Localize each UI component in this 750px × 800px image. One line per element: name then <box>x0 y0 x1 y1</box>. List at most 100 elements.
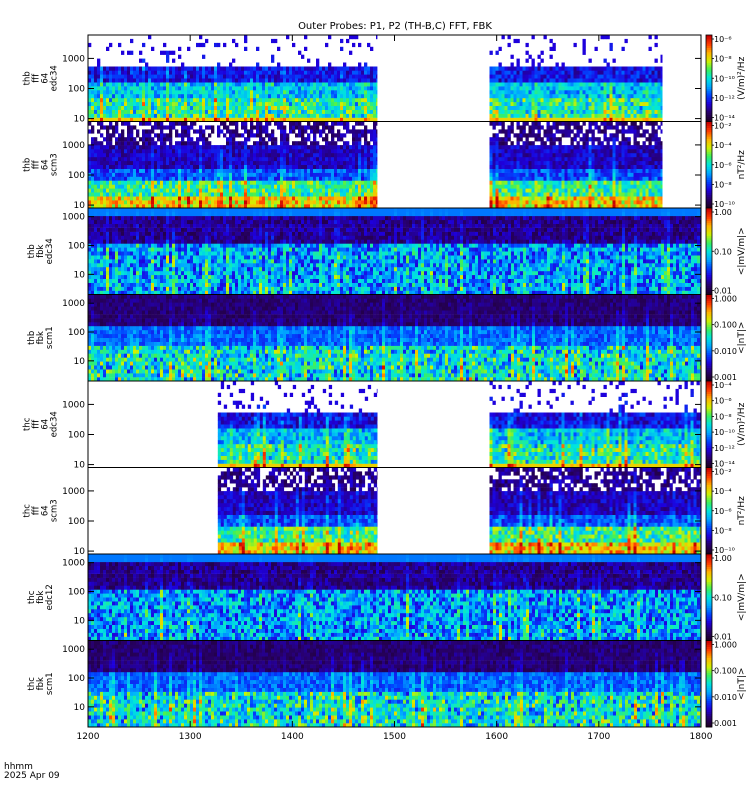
spectrogram-cell <box>492 192 496 197</box>
spectrogram-cell <box>579 78 583 83</box>
spectrogram-cell <box>373 153 377 158</box>
spectrogram-cell <box>373 137 377 142</box>
spectrogram-cell <box>319 133 323 138</box>
spectrogram-cell <box>340 113 344 118</box>
spectrogram-cell <box>217 180 221 185</box>
spectrogram-cell <box>636 78 640 83</box>
spectrogram-cell <box>97 164 101 169</box>
spectrogram-cell <box>585 200 589 205</box>
spectrogram-cell <box>265 172 269 177</box>
spectrogram-cell <box>136 180 140 185</box>
spectrogram-cell <box>91 180 95 185</box>
spectrogram-cell <box>346 153 350 158</box>
spectrogram-cell <box>549 125 553 130</box>
spectrogram-cell <box>355 184 359 189</box>
spectrogram-cell <box>130 141 134 146</box>
spectrogram-cell <box>211 176 215 181</box>
spectrogram-cell <box>355 153 359 158</box>
spectrogram-cell <box>561 176 565 181</box>
spectrogram-cell <box>130 188 134 193</box>
spectrogram-cell <box>528 176 532 181</box>
spectrogram-cell <box>579 117 583 122</box>
spectrogram-cell <box>310 164 314 169</box>
spectrogram-cell <box>163 50 167 55</box>
spectrogram-cell <box>352 133 356 138</box>
spectrogram-cell <box>166 133 170 138</box>
spectrogram-cell <box>564 168 568 173</box>
spectrogram-cell <box>217 109 221 114</box>
spectrogram-cell <box>492 78 496 83</box>
spectrogram-cell <box>558 90 562 95</box>
spectrogram-cell <box>139 86 143 91</box>
spectrogram-cell <box>259 200 263 205</box>
spectrogram-cell <box>307 172 311 177</box>
spectrogram-cell <box>558 66 562 71</box>
spectrogram-cell <box>540 156 544 162</box>
spectrogram-cell <box>91 176 95 181</box>
spectrogram-cell <box>163 42 167 48</box>
spectrogram-cell <box>268 188 272 193</box>
spectrogram-cell <box>94 70 98 75</box>
spectrogram-cell <box>618 82 622 87</box>
spectrogram-cell <box>202 94 206 99</box>
spectrogram-cell <box>208 66 212 71</box>
spectrogram-cell <box>238 145 242 150</box>
spectrogram-cell <box>337 97 341 103</box>
spectrogram-cell <box>220 74 224 79</box>
spectrogram-cell <box>247 97 251 103</box>
spectrogram-cell <box>367 196 371 201</box>
spectrogram-cell <box>133 101 137 106</box>
spectrogram-cell <box>295 153 299 158</box>
spectrogram-cell <box>525 117 529 122</box>
spectrogram-cell <box>289 78 293 83</box>
spectrogram-cell <box>498 46 502 51</box>
spectrogram-cell <box>325 192 329 197</box>
spectrogram-cell <box>519 200 523 205</box>
spectrogram-cell <box>265 117 269 122</box>
spectrogram-cell <box>238 176 242 181</box>
spectrogram-cell <box>495 184 499 189</box>
spectrogram-cell <box>642 113 646 118</box>
spectrogram-cell <box>97 153 101 158</box>
spectrogram-cell <box>295 74 299 79</box>
spectrogram-cell <box>334 180 338 185</box>
spectrogram-cell <box>175 172 179 177</box>
spectrogram-cell <box>91 164 95 169</box>
spectrogram-cell <box>277 156 281 162</box>
spectrogram-cell <box>256 192 260 197</box>
spectrogram-cell <box>241 82 245 87</box>
spectrogram-cell <box>498 82 502 87</box>
spectrogram-cell <box>633 113 637 118</box>
spectrogram-cell <box>124 200 128 205</box>
spectrogram-cell <box>591 101 595 106</box>
spectrogram-cell <box>606 86 610 91</box>
spectrogram-cell <box>618 74 622 79</box>
spectrogram-cell <box>193 196 197 201</box>
spectrogram-cell <box>579 137 583 142</box>
spectrogram-cell <box>163 86 167 91</box>
spectrogram-cell <box>343 196 347 201</box>
spectrogram-cell <box>202 137 206 142</box>
spectrogram-cell <box>516 164 520 169</box>
spectrogram-cell <box>106 90 110 95</box>
spectrogram-cell <box>328 74 332 79</box>
spectrogram-cell <box>253 141 257 146</box>
spectrogram-cell <box>202 180 206 185</box>
spectrogram-cell <box>259 101 263 106</box>
spectrogram-cell <box>175 105 179 110</box>
spectrogram-cell <box>549 133 553 138</box>
spectrogram-cell <box>184 164 188 169</box>
spectrogram-cell <box>367 188 371 193</box>
spectrogram-cell <box>376 145 378 150</box>
spectrogram-cell <box>316 125 320 130</box>
spectrogram-cell <box>546 200 550 205</box>
spectrogram-cell <box>349 192 353 197</box>
spectrogram-cell <box>328 156 332 162</box>
spectrogram-cell <box>274 172 278 177</box>
spectrogram-cell <box>190 192 194 197</box>
spectrogram-cell <box>199 94 203 99</box>
spectrogram-cell <box>127 141 131 146</box>
spectrogram-cell <box>103 109 107 114</box>
spectrogram-cell <box>301 168 305 173</box>
spectrogram-cell <box>241 164 245 169</box>
